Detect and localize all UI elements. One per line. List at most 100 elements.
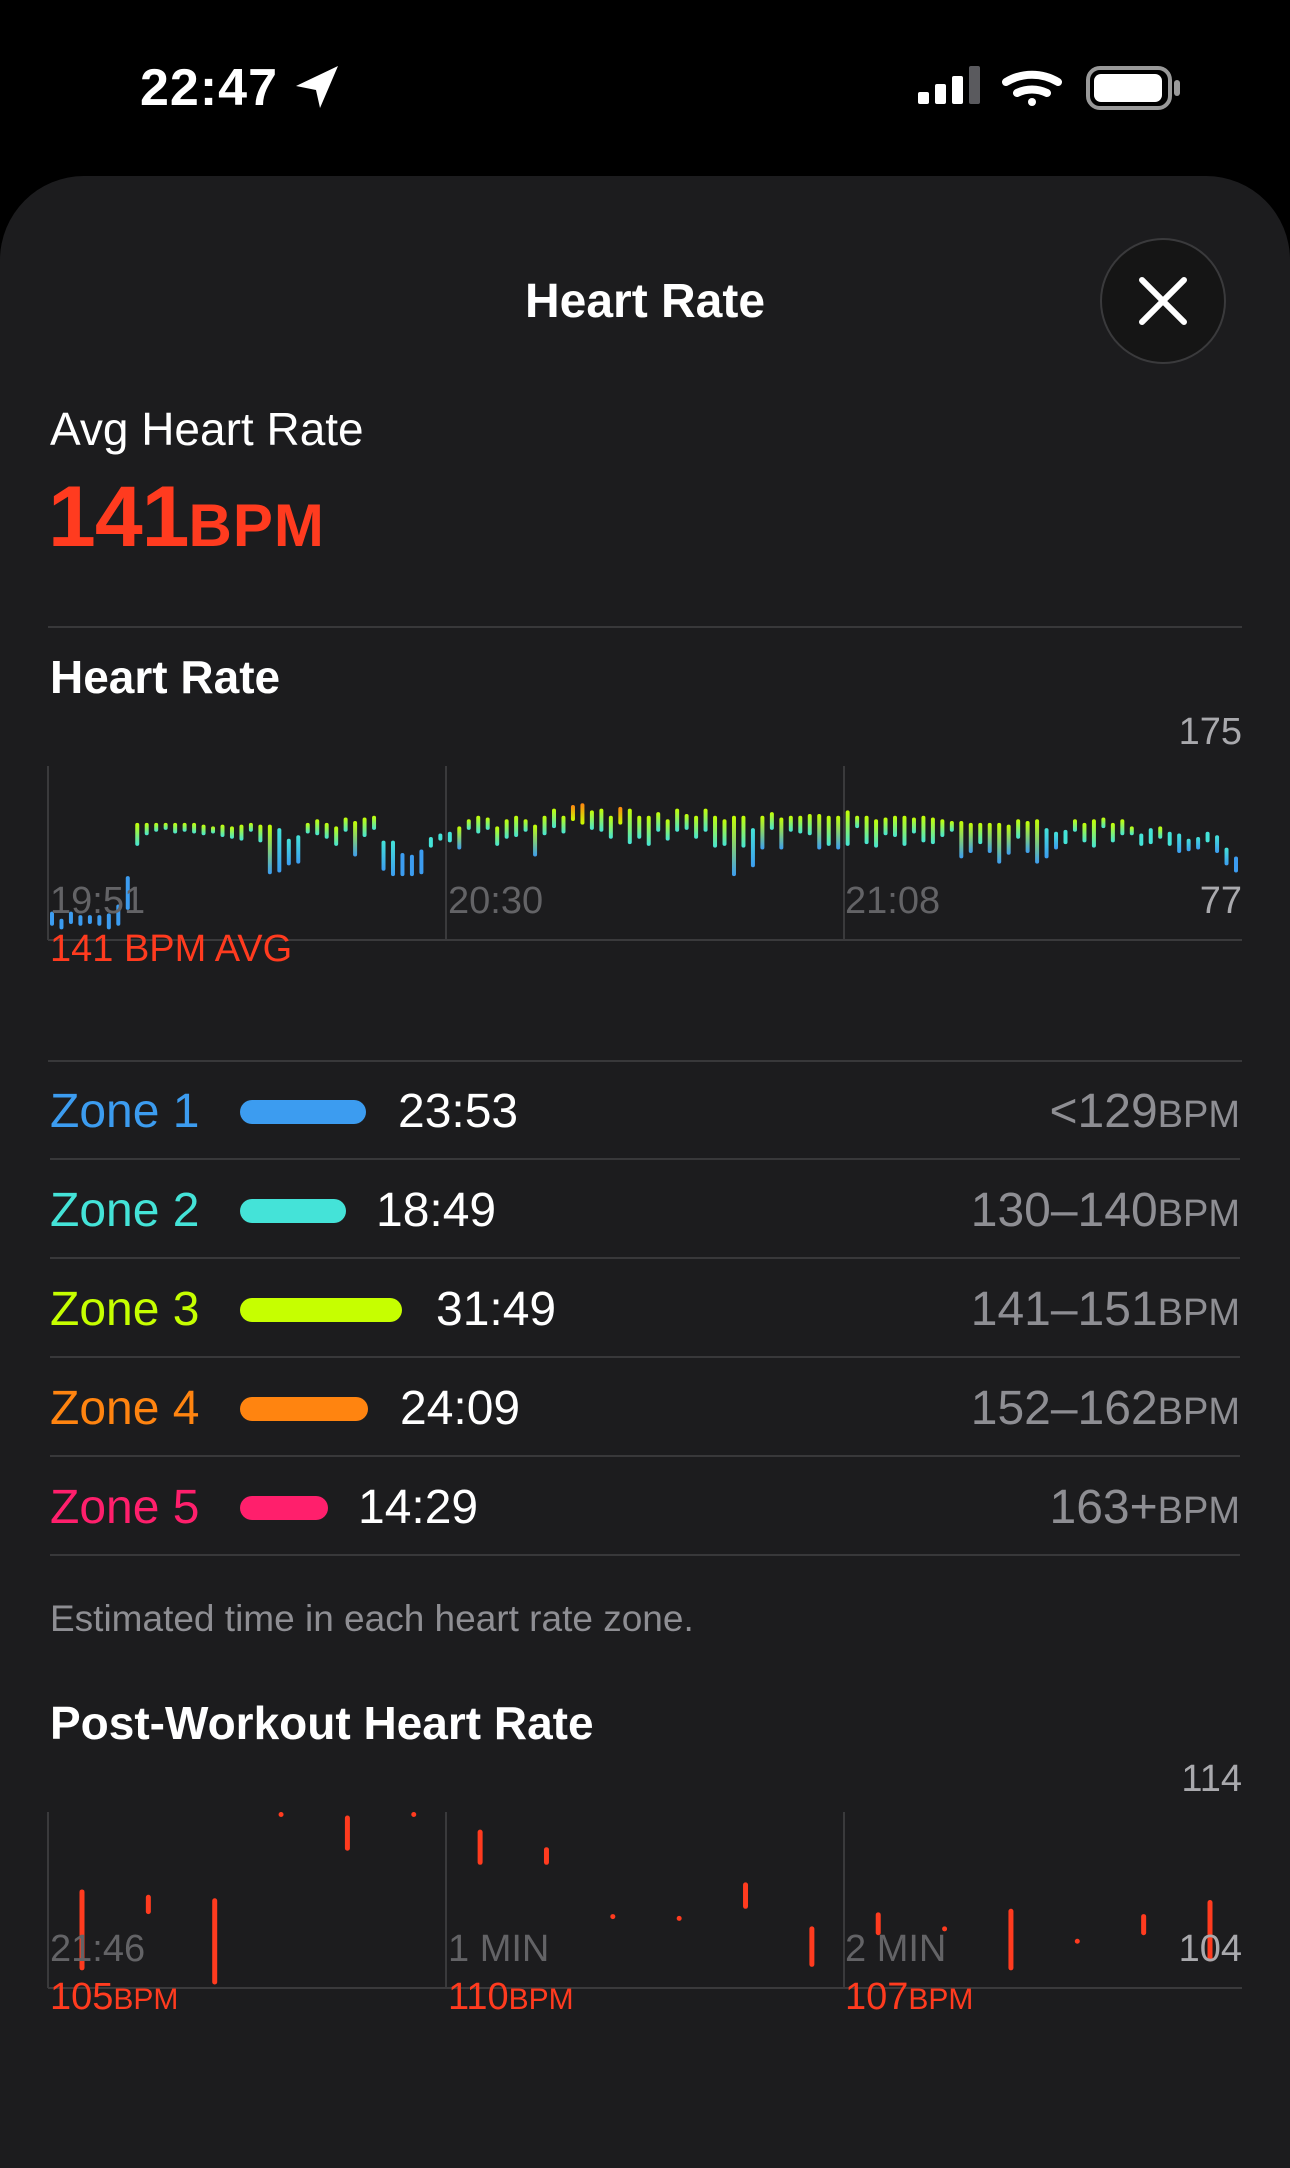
zone-range-unit: BPM: [1157, 1094, 1240, 1136]
pw-readout-value: 107: [845, 1976, 909, 2018]
hr-bar: [608, 815, 613, 839]
hr-bar: [997, 822, 1002, 864]
hr-bar: [826, 815, 831, 846]
pw-x-label-1: 21:46: [50, 1928, 146, 1970]
hr-bar: [599, 808, 604, 832]
close-button[interactable]: [1100, 238, 1226, 364]
hr-bar: [694, 815, 699, 839]
hr-bar: [940, 819, 945, 838]
zones-footnote: Estimated time in each heart rate zone.: [50, 1598, 694, 1639]
hr-bar: [173, 822, 178, 834]
hr-bar: [106, 913, 111, 930]
hr-bar: [504, 819, 509, 839]
hr-bar: [135, 822, 140, 846]
hr-bar: [1234, 856, 1238, 873]
sheet-title: Heart Rate: [524, 275, 766, 328]
hr-bar: [343, 817, 348, 832]
hr-bar: [409, 854, 414, 877]
hr-bar: [144, 822, 149, 836]
pw-mark: [1074, 1938, 1080, 1944]
hr-bar: [68, 911, 73, 925]
hr-x-label-2: 20:30: [448, 880, 544, 922]
zone-time: 31:49: [436, 1283, 557, 1336]
hr-bar: [305, 822, 310, 834]
hr-bar: [1186, 838, 1191, 852]
status-icons: [296, 66, 1180, 110]
pw-readout-value: 105: [50, 1976, 114, 2018]
pw-y-min-label: 104: [1178, 1928, 1242, 1970]
zone-row-4: Zone 4 24:09 152–162BPM: [50, 1359, 1240, 1457]
hr-bar: [798, 815, 803, 834]
hr-bar: [1025, 821, 1030, 853]
hr-bar: [874, 819, 879, 848]
hr-bar: [372, 815, 377, 830]
divider: [48, 626, 1242, 628]
hr-bar: [741, 815, 746, 848]
zone-row-1: Zone 1 23:53 <129BPM: [50, 1062, 1240, 1160]
hr-bar: [864, 815, 869, 845]
hr-bar: [703, 808, 708, 832]
hr-bar: [1054, 831, 1059, 850]
zone-row-3: Zone 3 31:49 141–151BPM: [50, 1260, 1240, 1358]
hr-y-min-label: 77: [1199, 880, 1242, 922]
hr-bar: [476, 815, 481, 834]
divider: [50, 1554, 1240, 1556]
pw-x-label-3: 2 MIN: [845, 1928, 947, 1970]
hr-bar: [665, 819, 670, 841]
hr-bar: [428, 837, 433, 848]
hr-bar: [542, 815, 547, 836]
zone-range-unit: BPM: [1157, 1292, 1240, 1334]
hr-bar: [286, 838, 291, 866]
hr-bar: [154, 822, 159, 832]
hr-bar: [438, 833, 443, 841]
pw-mark: [543, 1847, 549, 1865]
hr-bar: [239, 824, 244, 841]
hr-bar: [1091, 819, 1096, 848]
zone-time: 18:49: [376, 1184, 497, 1237]
hr-bar: [50, 911, 54, 926]
hr-bar: [182, 822, 187, 832]
zone-range: <129BPM: [1050, 1084, 1240, 1139]
hr-bar: [570, 805, 575, 822]
heart-rate-sheet: Heart Rate Avg Heart Rate 141BPM Heart R…: [0, 176, 1290, 2168]
divider: [50, 1257, 1240, 1259]
zone-range: 163+BPM: [1050, 1480, 1240, 1535]
hr-bar: [959, 821, 964, 859]
hr-x-label-3: 21:08: [845, 880, 941, 922]
hr-bar: [731, 815, 736, 877]
hr-bar: [447, 831, 452, 843]
pw-readout-value: 110: [448, 1976, 509, 2018]
hr-bar: [855, 815, 860, 829]
hr-bar: [533, 824, 538, 857]
hr-bar: [807, 813, 812, 836]
pw-mark: [79, 1889, 85, 1971]
zone-bar: [240, 1397, 368, 1421]
hr-bar: [637, 815, 642, 839]
pw-readout-unit: BPM: [508, 1983, 574, 2016]
zone-range: 130–140BPM: [971, 1183, 1240, 1238]
zone-range-value: <129: [1049, 1085, 1158, 1138]
hr-bar: [675, 808, 680, 832]
pw-readout-3: 107BPM: [845, 1976, 973, 2019]
hr-bar: [87, 915, 92, 925]
avg-heart-rate-value: 141BPM: [48, 468, 325, 567]
hr-bar: [1063, 829, 1068, 845]
hr-bar: [400, 853, 405, 877]
avg-heart-rate-label: Avg Heart Rate: [50, 403, 364, 455]
hr-bar: [324, 822, 329, 839]
hr-bar: [466, 819, 471, 830]
hr-bar: [485, 817, 490, 830]
hr-bar: [1224, 847, 1229, 866]
hr-bar: [987, 822, 992, 853]
post-workout-section-title: Post-Workout Heart Rate: [50, 1697, 594, 1749]
zone-range-unit: BPM: [1157, 1391, 1240, 1433]
heart-rate-chart: [47, 766, 1242, 941]
hr-bar: [1139, 833, 1144, 846]
pw-mark: [875, 1912, 881, 1936]
hr-bar: [1215, 835, 1220, 853]
hr-bar: [315, 819, 320, 836]
cellular-signal-icon: [918, 66, 980, 104]
pw-mark: [1008, 1908, 1014, 1971]
heart-rate-section-title: Heart Rate: [50, 651, 281, 703]
hr-bar: [978, 822, 983, 845]
